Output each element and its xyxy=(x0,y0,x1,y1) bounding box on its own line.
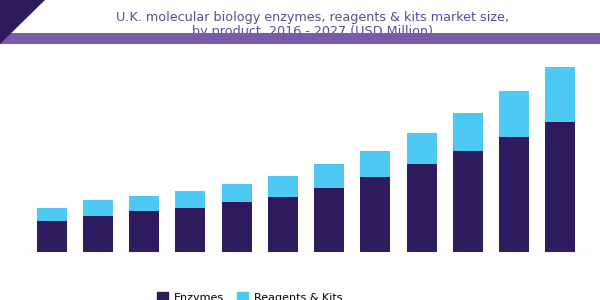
Bar xyxy=(407,133,437,164)
Bar xyxy=(499,137,529,252)
Bar xyxy=(314,188,344,252)
Bar xyxy=(407,164,437,252)
Bar xyxy=(37,208,67,221)
Bar xyxy=(268,197,298,252)
Bar xyxy=(175,208,205,252)
Bar xyxy=(129,196,159,211)
Legend: Enzymes, Reagents & Kits: Enzymes, Reagents & Kits xyxy=(152,288,347,300)
Bar xyxy=(83,216,113,252)
Bar xyxy=(453,151,483,252)
Bar xyxy=(545,67,575,122)
Bar xyxy=(545,122,575,252)
Text: U.K. molecular biology enzymes, reagents & kits market size,
by product, 2016 - : U.K. molecular biology enzymes, reagents… xyxy=(115,11,509,38)
Bar xyxy=(268,176,298,197)
Bar xyxy=(361,151,391,177)
Bar xyxy=(83,200,113,216)
Bar xyxy=(175,191,205,208)
Bar xyxy=(221,184,251,202)
Bar xyxy=(499,91,529,137)
Bar xyxy=(37,221,67,252)
Bar xyxy=(361,177,391,252)
Bar xyxy=(221,202,251,252)
Bar xyxy=(314,164,344,188)
Bar xyxy=(129,211,159,252)
Bar xyxy=(453,113,483,151)
